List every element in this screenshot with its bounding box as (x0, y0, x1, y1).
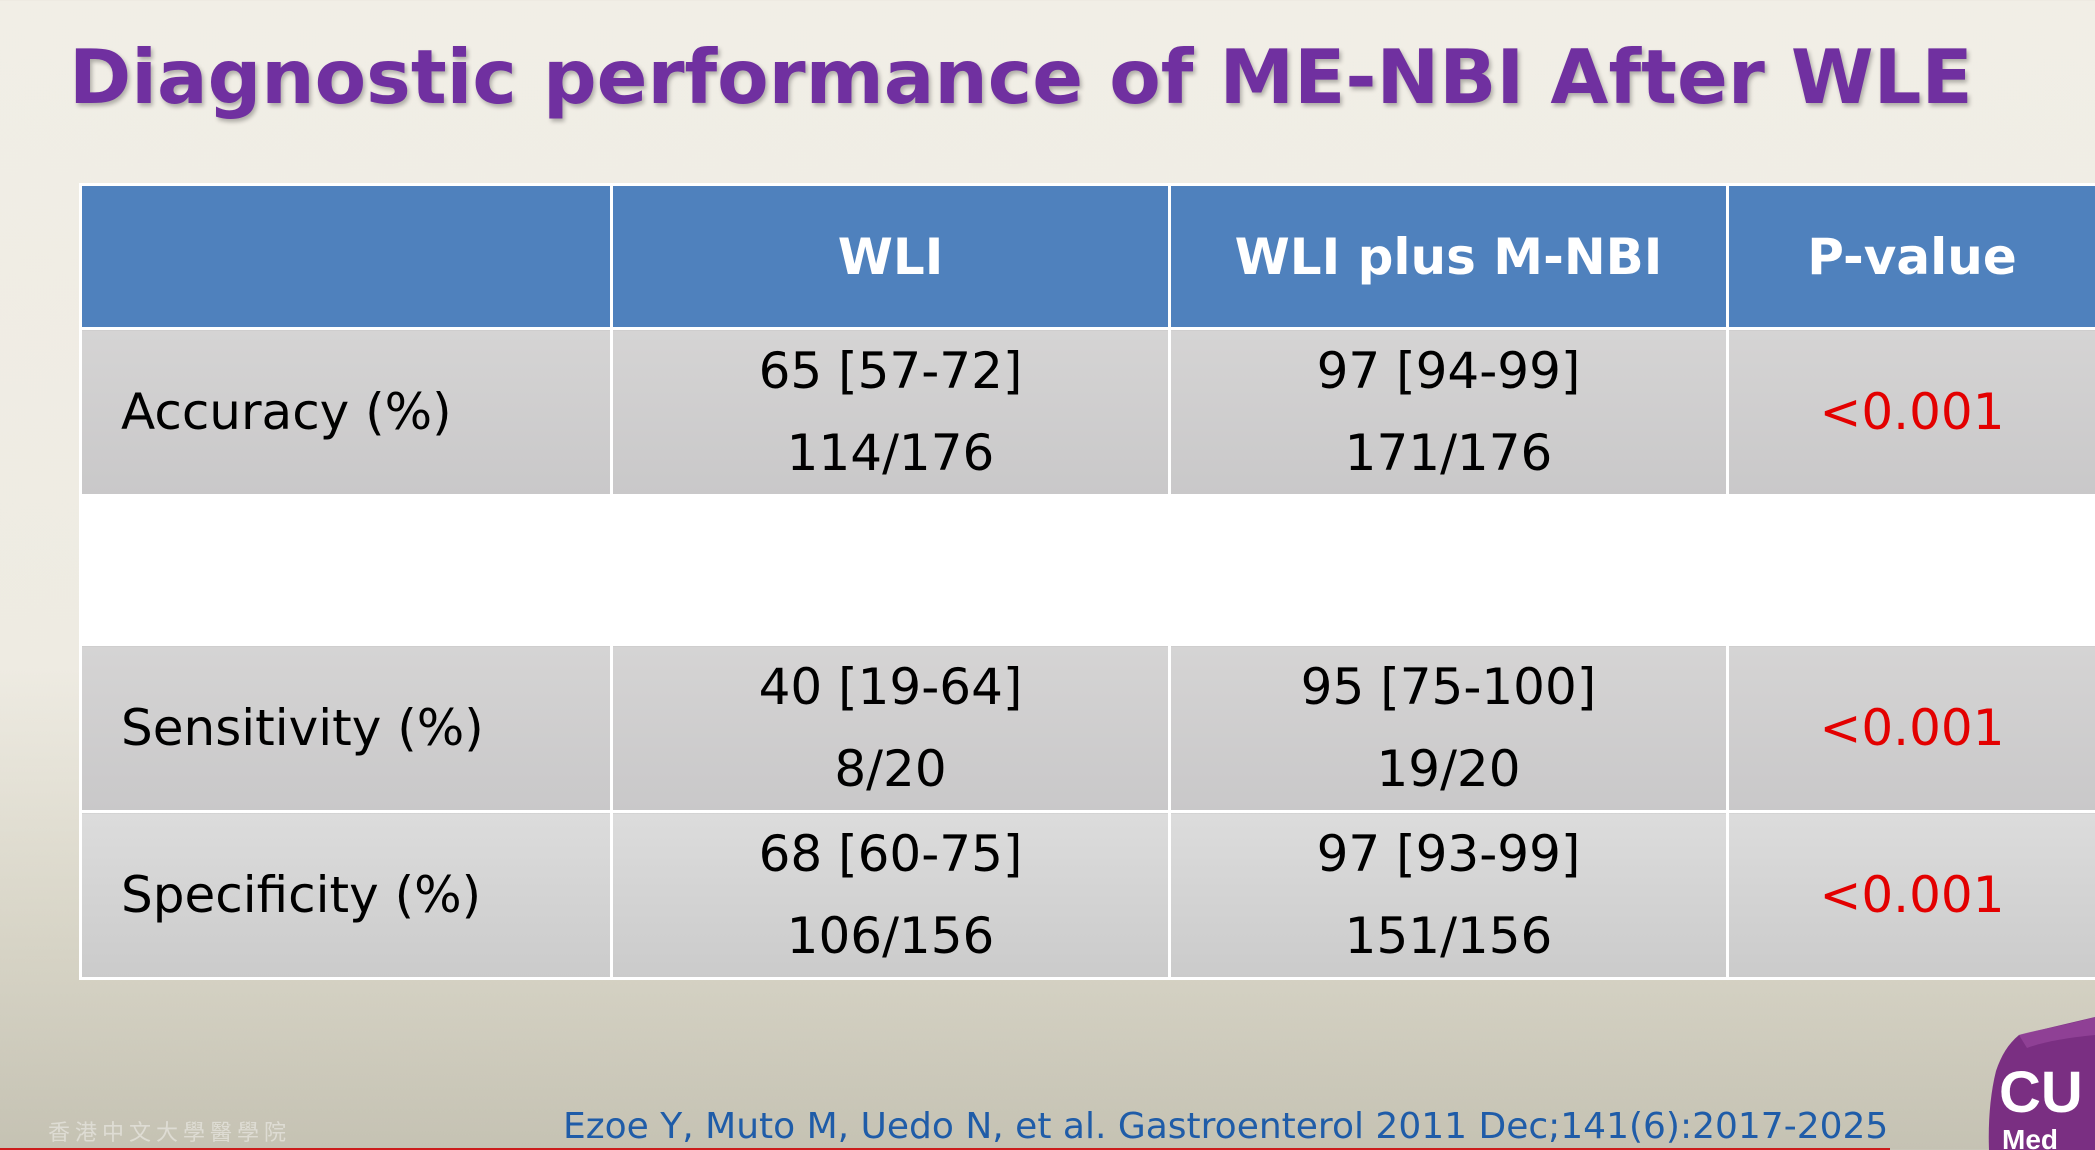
accuracy-wli-fraction: 114/176 (786, 424, 995, 482)
specificity-wli-fraction: 106/156 (786, 907, 995, 965)
accuracy-combo-cell: 97 [94-99] 171/176 (1168, 327, 1729, 497)
sensitivity-combo-ci: 95 [75-100] (1300, 658, 1597, 716)
svg-text:Med: Med (2002, 1124, 2058, 1150)
cu-medicine-logo: CU Med (1985, 1017, 2095, 1150)
specificity-combo-fraction: 151/156 (1344, 907, 1553, 965)
slide-title: Diagnostic performance of ME-NBI After W… (69, 33, 1973, 121)
header-blank (79, 183, 613, 330)
bottom-red-line (0, 1148, 1890, 1150)
table-header-row: WLI WLI plus M-NBI P-value (79, 183, 2095, 330)
spacer-cell-4 (1726, 494, 2095, 646)
accuracy-combo-fraction: 171/176 (1344, 424, 1553, 482)
sensitivity-p-value: <0.001 (1726, 643, 2095, 813)
accuracy-wli-ci: 65 [57-72] (758, 342, 1023, 400)
header-p-value: P-value (1726, 183, 2095, 330)
sensitivity-wli-ci: 40 [19-64] (758, 658, 1023, 716)
spacer-cell-1 (79, 494, 613, 646)
accuracy-label: Accuracy (%) (79, 327, 613, 497)
table-row-specificity: Specificity (%) 68 [60-75] 106/156 97 [9… (79, 810, 2095, 980)
accuracy-p-value: <0.001 (1726, 327, 2095, 497)
sensitivity-combo-fraction: 19/20 (1376, 740, 1521, 798)
specificity-p-value: <0.001 (1726, 810, 2095, 980)
spacer-cell-2 (610, 494, 1171, 646)
table-row-sensitivity: Sensitivity (%) 40 [19-64] 8/20 95 [75-1… (79, 643, 2095, 813)
accuracy-combo-ci: 97 [94-99] (1316, 342, 1581, 400)
specificity-wli-cell: 68 [60-75] 106/156 (610, 810, 1171, 980)
sensitivity-wli-cell: 40 [19-64] 8/20 (610, 643, 1171, 813)
diagnostic-performance-table: WLI WLI plus M-NBI P-value Accuracy (%) … (79, 183, 2095, 980)
sensitivity-label: Sensitivity (%) (79, 643, 613, 813)
specificity-combo-cell: 97 [93-99] 151/156 (1168, 810, 1729, 980)
spacer-cell-3 (1168, 494, 1729, 646)
specificity-wli-ci: 68 [60-75] (758, 825, 1023, 883)
accuracy-wli-cell: 65 [57-72] 114/176 (610, 327, 1171, 497)
sensitivity-combo-cell: 95 [75-100] 19/20 (1168, 643, 1729, 813)
header-wli-plus-m-nbi: WLI plus M-NBI (1168, 183, 1729, 330)
specificity-label: Specificity (%) (79, 810, 613, 980)
table-row-accuracy: Accuracy (%) 65 [57-72] 114/176 97 [94-9… (79, 327, 2095, 497)
sensitivity-wli-fraction: 8/20 (834, 740, 947, 798)
university-watermark: 香港中文大學醫學院 (48, 1121, 292, 1146)
reference-citation: Ezoe Y, Muto M, Uedo N, et al. Gastroent… (563, 1106, 1889, 1147)
specificity-combo-ci: 97 [93-99] (1316, 825, 1581, 883)
header-wli: WLI (610, 183, 1171, 330)
svg-text:CU: CU (1999, 1060, 2083, 1125)
table-spacer-row (79, 494, 2095, 646)
